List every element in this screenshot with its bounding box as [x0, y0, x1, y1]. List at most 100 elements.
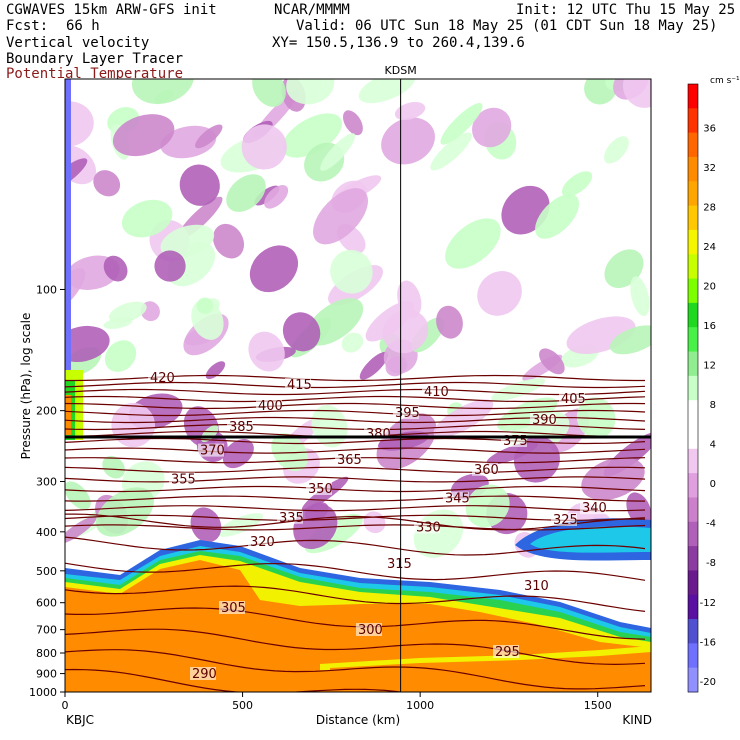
theta-label-bg — [148, 371, 174, 384]
y-tick-label: 800 — [36, 647, 57, 660]
theta-contour — [65, 485, 646, 493]
y-axis-label: Pressure (hPa), log scale — [19, 313, 33, 460]
colorbar-swatch — [688, 132, 698, 158]
velocity-blob — [112, 114, 175, 157]
theta-contour-label: 395 — [395, 406, 420, 421]
field-potential-temperature: Potential Temperature — [6, 66, 184, 82]
colorbar-swatch — [688, 521, 698, 547]
theta-contour — [65, 585, 646, 612]
xy-coords: XY= 150.5,136.9 to 260.4,139.6 — [272, 35, 525, 51]
velocity-blob — [306, 298, 364, 346]
x-tick-label: 0 — [62, 699, 69, 712]
velocity-blob — [282, 312, 321, 352]
velocity-edge-band — [65, 395, 71, 435]
velocity-blob — [103, 317, 133, 329]
velocity-blob — [440, 102, 483, 145]
colorbar-label: -16 — [700, 637, 716, 648]
theta-label-bg — [256, 399, 282, 412]
theta-contour — [65, 447, 646, 454]
x-axis: 0 500 1000 1500 — [62, 692, 612, 712]
plot-frame — [64, 78, 652, 693]
theta-contour-label: 370 — [200, 444, 225, 459]
colorbar-label: -4 — [706, 519, 716, 530]
colorbar-swatch — [688, 327, 698, 353]
colorbar-label: 20 — [703, 282, 716, 293]
x-tick-label: 1000 — [406, 699, 434, 712]
velocity-blob — [65, 516, 97, 544]
velocity-blob — [330, 249, 373, 294]
colorbar-swatch — [688, 448, 698, 474]
velocity-blob — [477, 271, 522, 316]
velocity-edge-band — [65, 79, 71, 379]
colorbar-swatch — [688, 594, 698, 620]
x-end-station: KIND — [622, 713, 652, 727]
forecast-value: 66 h — [66, 18, 100, 34]
theta-label-bg — [422, 385, 448, 398]
theta-contour-label: 350 — [308, 482, 333, 497]
theta-contour — [65, 466, 646, 473]
theta-contour-label: 415 — [287, 378, 312, 393]
colorbar-swatch — [688, 351, 698, 377]
velocity-blob — [104, 340, 137, 372]
colorbar-label: 12 — [703, 361, 716, 372]
velocity-blob — [394, 101, 426, 121]
valid-time: Valid: 06 UTC Sun 18 May 25 (01 CDT Sun … — [296, 18, 718, 34]
velocity-blob — [154, 250, 186, 282]
velocity-blob — [282, 113, 342, 158]
colorbar-swatch — [688, 278, 698, 304]
x-tick-label: 1500 — [584, 699, 612, 712]
colorbar-swatch — [688, 473, 698, 498]
theta-contour — [65, 514, 646, 521]
colorbar-label: 8 — [710, 400, 716, 411]
velocity-blob — [286, 79, 335, 105]
velocity-blob — [226, 174, 266, 212]
colorbar-swatch — [688, 570, 698, 596]
velocity-blob — [93, 170, 121, 197]
colorbar-label: 0 — [710, 479, 716, 490]
theta-contour — [65, 476, 646, 483]
velocity-blob — [630, 276, 650, 317]
theta-label-bg — [393, 406, 419, 419]
velocity-blob — [430, 132, 472, 171]
theta-contour-label: 325 — [553, 513, 578, 528]
theta-contour — [65, 668, 406, 692]
theta-label-bg — [227, 420, 253, 433]
theta-contour — [65, 495, 646, 502]
velocity-blob — [205, 361, 226, 380]
velocity-blob — [604, 136, 629, 164]
y-tick-label: 600 — [36, 597, 57, 610]
velocity-blob — [320, 133, 356, 171]
model-title: CGWAVES 15km ARW-GFS init — [6, 2, 217, 18]
velocity-blob — [196, 297, 214, 314]
theta-contour-label: 290 — [192, 667, 217, 682]
velocity-blob — [102, 455, 125, 479]
colorbar-label: -8 — [706, 558, 716, 569]
theta-label-bg — [248, 535, 274, 548]
theta-contour-label: 320 — [250, 535, 275, 550]
theta-contour — [65, 524, 646, 531]
theta-contour — [65, 395, 646, 403]
colorbar-swatch — [688, 424, 698, 450]
theta-label-bg — [493, 645, 519, 658]
theta-label-bg — [356, 623, 382, 636]
theta-contour — [65, 409, 646, 417]
velocity-blob — [241, 124, 287, 170]
y-tick-label: 900 — [36, 668, 57, 681]
velocity-blob — [293, 503, 338, 550]
colorbar-label: 32 — [703, 163, 716, 174]
colorbar-swatch — [688, 302, 698, 328]
x-start-station: KBJC — [66, 713, 94, 727]
velocity-blob — [103, 255, 128, 282]
init-time: Init: 12 UTC Thu 15 May 25 — [516, 2, 736, 18]
theta-contour-label: 300 — [358, 623, 383, 638]
y-tick-label: 400 — [36, 526, 57, 539]
theta-contour — [65, 402, 646, 410]
theta-label-bg — [190, 667, 216, 680]
theta-contour-label: 340 — [582, 501, 607, 516]
theta-contour-label: 410 — [424, 385, 449, 400]
colorbar-label: 16 — [703, 321, 716, 332]
velocity-blob — [264, 185, 289, 209]
y-tick-label: 1000 — [29, 686, 57, 699]
colorbar-units: cm s⁻¹ — [710, 76, 740, 86]
